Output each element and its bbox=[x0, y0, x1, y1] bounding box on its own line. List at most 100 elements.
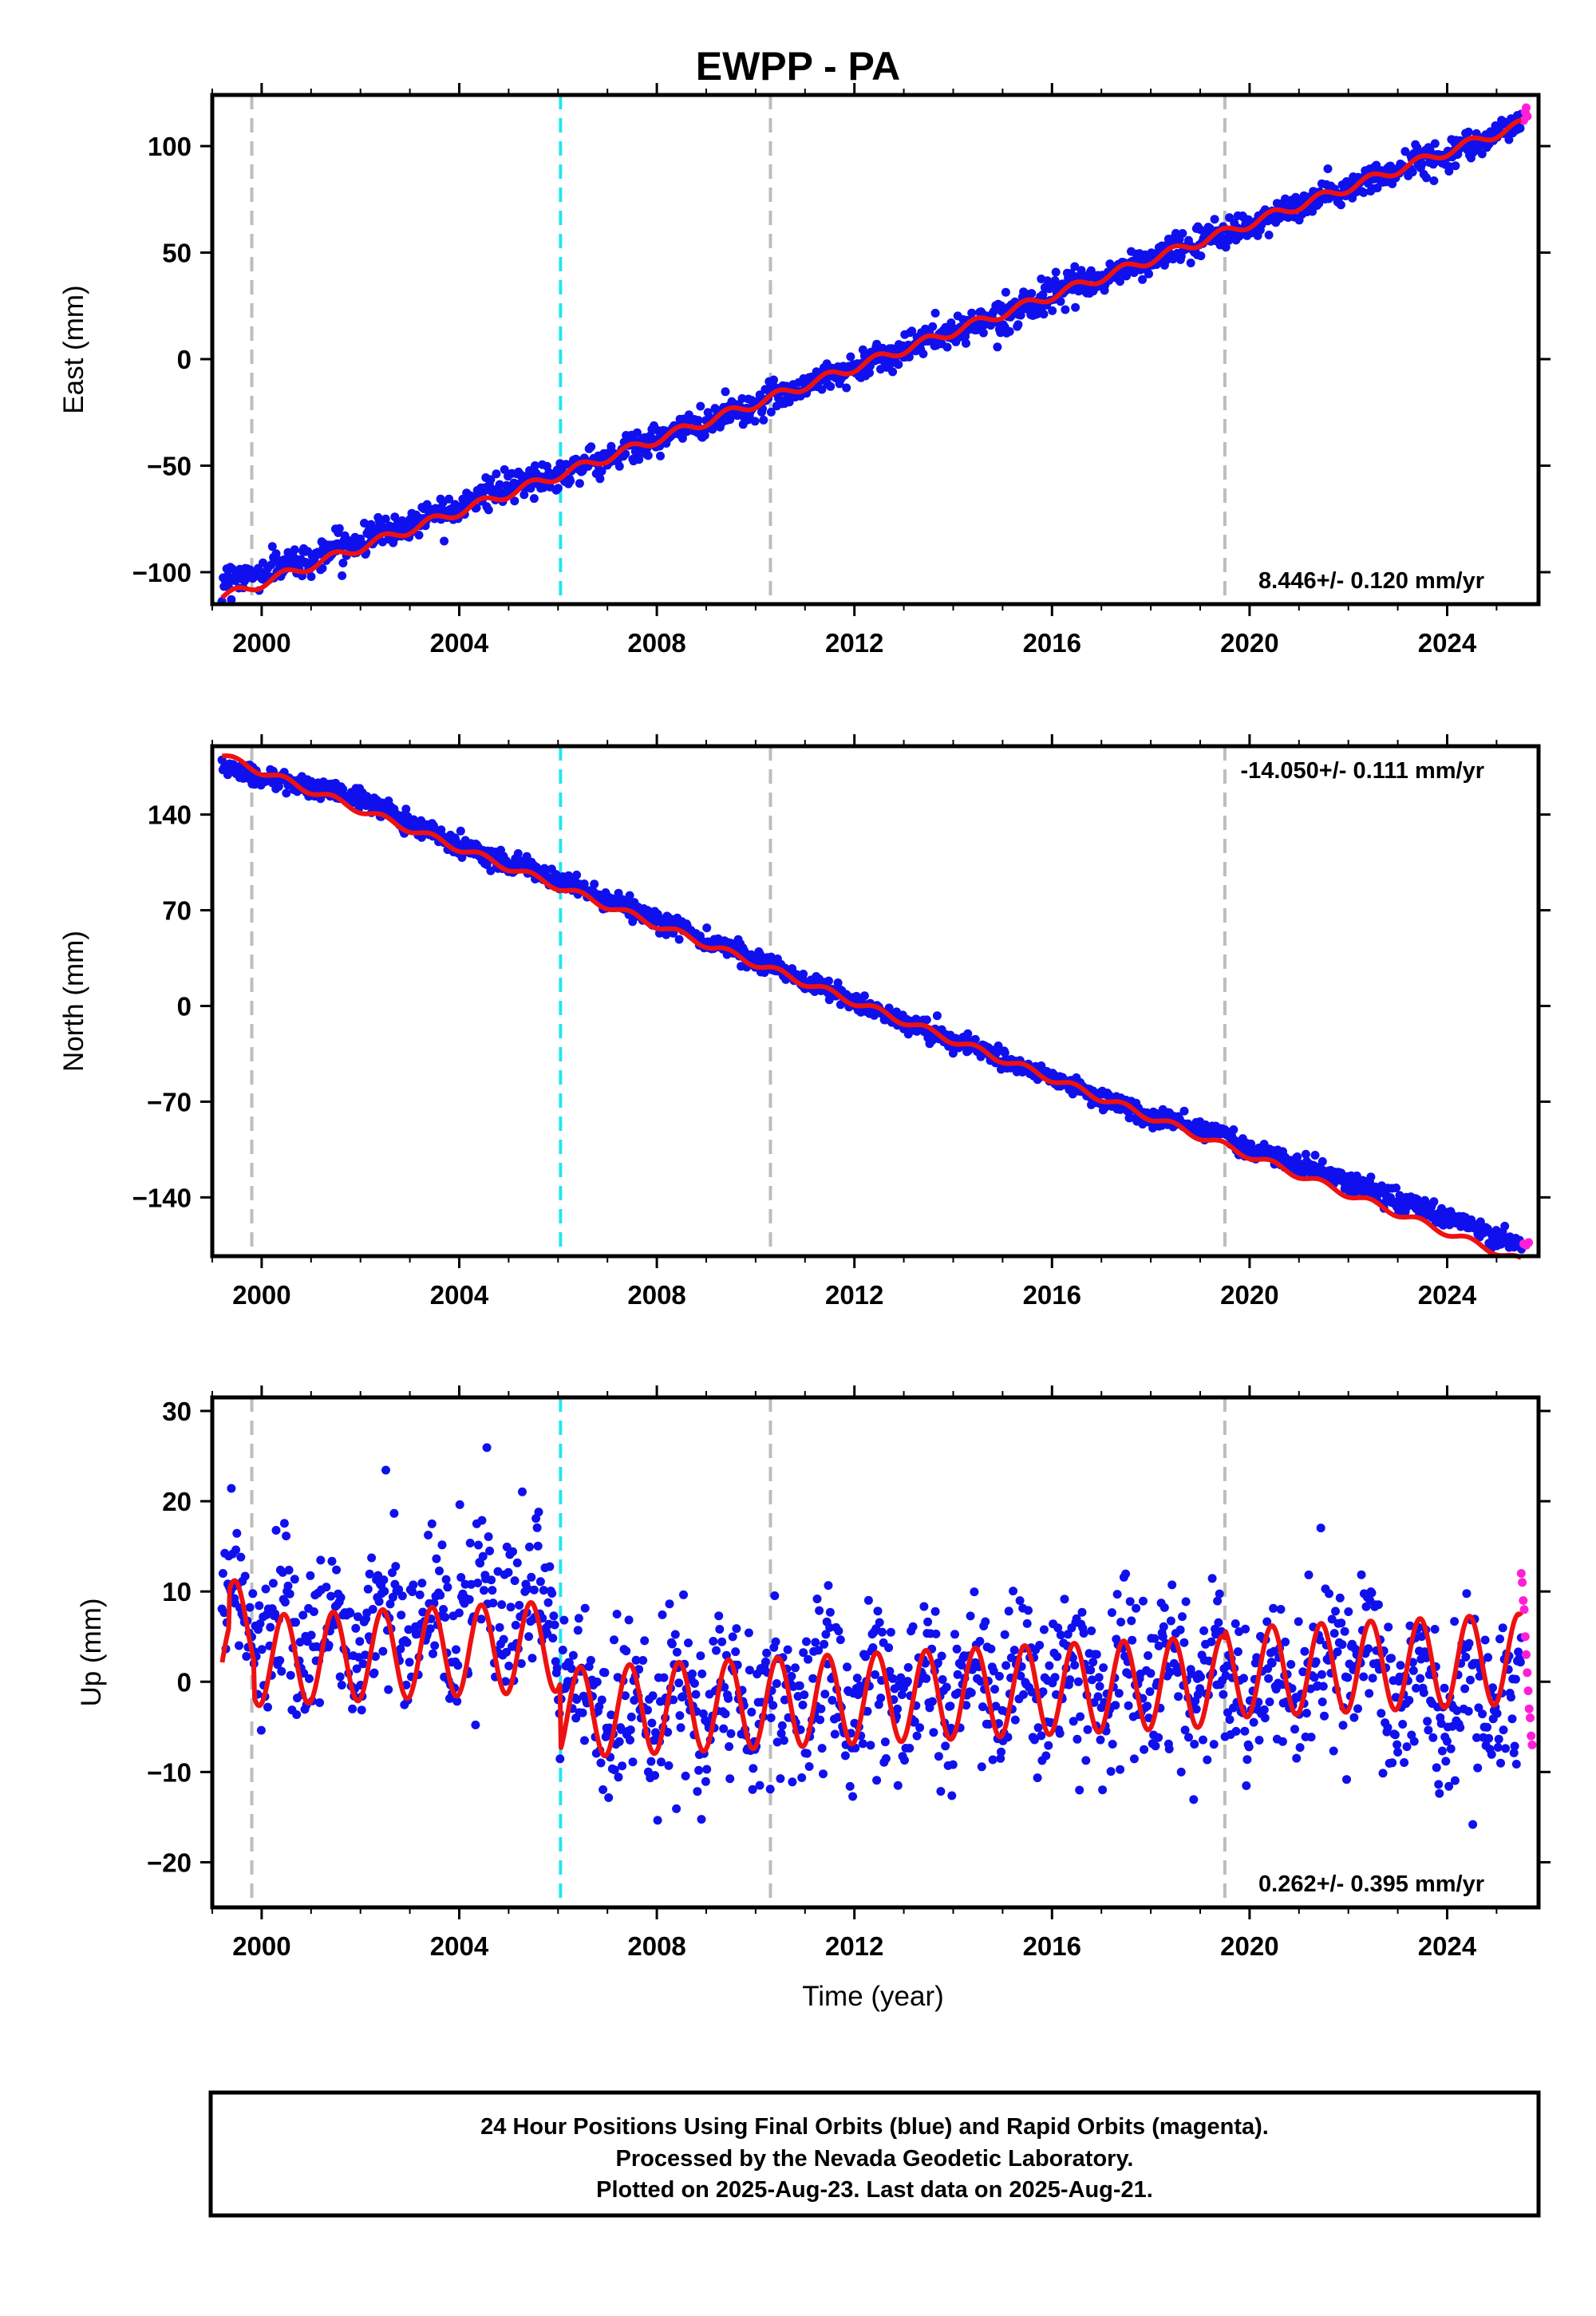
east-final-point bbox=[817, 385, 827, 394]
up-final-point bbox=[697, 1815, 706, 1824]
north-panel: 2000 2004 2008 2012 2016 2020 2024 −140 −70 0 70 14… bbox=[58, 734, 1551, 1310]
north-x-tick-label: 2024 bbox=[1418, 1280, 1477, 1310]
up-final-point bbox=[1181, 1597, 1191, 1607]
up-final-point bbox=[488, 1586, 497, 1595]
up-final-point bbox=[858, 1739, 867, 1749]
north-plot-frame bbox=[210, 744, 1541, 1259]
north-final-point bbox=[572, 870, 582, 879]
east-x-tick-label: 2012 bbox=[825, 628, 883, 658]
up-x-tick-label: 2012 bbox=[825, 1931, 883, 1961]
footer-frame bbox=[208, 2090, 1541, 2218]
up-final-point bbox=[1343, 1673, 1353, 1682]
up-final-point bbox=[578, 1708, 587, 1717]
east-final-point bbox=[700, 431, 709, 440]
up-final-point bbox=[771, 1637, 780, 1646]
up-final-point bbox=[1107, 1608, 1116, 1618]
up-final-point bbox=[397, 1591, 407, 1601]
east-final-point bbox=[381, 514, 390, 524]
east-final-point bbox=[334, 524, 344, 533]
up-final-point bbox=[402, 1638, 412, 1647]
up-final-point bbox=[516, 1659, 526, 1668]
east-final-point bbox=[338, 559, 348, 567]
up-final-point bbox=[840, 1751, 850, 1761]
up-final-point bbox=[1165, 1667, 1175, 1677]
up-final-point bbox=[816, 1704, 826, 1713]
up-final-point bbox=[302, 1637, 312, 1646]
east-final-point bbox=[643, 451, 653, 460]
up-final-point bbox=[352, 1664, 361, 1674]
up-final-point bbox=[1436, 1719, 1446, 1729]
up-final-point bbox=[896, 1673, 906, 1682]
east-final-point bbox=[553, 484, 563, 493]
east-final-point bbox=[495, 480, 504, 489]
up-final-point bbox=[1143, 1701, 1152, 1711]
east-final-point bbox=[769, 375, 778, 385]
up-final-point bbox=[885, 1666, 895, 1676]
up-final-point bbox=[477, 1516, 487, 1525]
up-rapid-point bbox=[1523, 1668, 1532, 1678]
up-final-point bbox=[745, 1666, 754, 1675]
up-final-point bbox=[485, 1546, 495, 1555]
east-final-point bbox=[519, 490, 529, 500]
up-final-point bbox=[266, 1622, 275, 1632]
up-final-point bbox=[811, 1638, 820, 1647]
up-final-point bbox=[646, 1757, 656, 1766]
north-final-point bbox=[1392, 1184, 1400, 1192]
north-final-point bbox=[824, 976, 833, 986]
up-final-point bbox=[1320, 1711, 1329, 1721]
east-rapid-point bbox=[1523, 112, 1532, 121]
up-final-point bbox=[533, 1541, 543, 1551]
up-final-point bbox=[275, 1656, 285, 1665]
east-final-point bbox=[1178, 229, 1187, 238]
east-final-point bbox=[967, 308, 977, 318]
up-final-point bbox=[456, 1573, 466, 1582]
north-final-point bbox=[1179, 1106, 1189, 1116]
up-final-point bbox=[1004, 1607, 1013, 1616]
up-final-point bbox=[614, 1773, 623, 1782]
up-final-point bbox=[1365, 1689, 1374, 1698]
up-final-point bbox=[614, 1737, 624, 1746]
up-final-point bbox=[539, 1586, 548, 1595]
up-final-point bbox=[881, 1754, 891, 1763]
up-final-point bbox=[709, 1637, 718, 1646]
up-final-point bbox=[933, 1658, 942, 1668]
up-rapid-point bbox=[1526, 1713, 1535, 1722]
up-final-point bbox=[286, 1670, 295, 1680]
up-final-point bbox=[1190, 1740, 1199, 1749]
up-final-point bbox=[231, 1545, 241, 1555]
up-final-point bbox=[1041, 1751, 1051, 1761]
up-final-point bbox=[257, 1645, 267, 1654]
east-final-orbit-points bbox=[217, 109, 1526, 606]
north-y-tick-label: 70 bbox=[162, 896, 192, 926]
east-final-point bbox=[587, 442, 596, 452]
up-final-point bbox=[550, 1620, 559, 1630]
up-final-point bbox=[1223, 1661, 1232, 1670]
east-final-point bbox=[1417, 159, 1427, 168]
up-final-point bbox=[787, 1671, 796, 1681]
up-final-point bbox=[812, 1595, 822, 1603]
up-final-point bbox=[1327, 1614, 1337, 1624]
up-final-point bbox=[480, 1586, 488, 1595]
up-final-point bbox=[242, 1652, 251, 1661]
east-final-point bbox=[484, 505, 493, 515]
up-final-point bbox=[1450, 1617, 1460, 1626]
up-final-point bbox=[389, 1508, 399, 1518]
up-final-point bbox=[476, 1614, 486, 1624]
up-final-point bbox=[1187, 1669, 1196, 1678]
up-rapid-point bbox=[1523, 1686, 1533, 1696]
up-final-point bbox=[430, 1641, 440, 1650]
up-final-point bbox=[994, 1671, 1004, 1681]
up-final-point bbox=[621, 1691, 630, 1701]
up-final-point bbox=[900, 1756, 909, 1765]
up-final-point bbox=[600, 1668, 610, 1678]
up-final-point bbox=[1461, 1652, 1471, 1662]
up-final-point bbox=[1384, 1622, 1393, 1632]
east-final-point bbox=[1077, 266, 1086, 275]
up-final-point bbox=[1063, 1630, 1073, 1639]
up-final-point bbox=[1400, 1758, 1409, 1767]
up-final-point bbox=[290, 1575, 299, 1584]
east-final-point bbox=[575, 479, 584, 488]
east-x-tick-label: 2024 bbox=[1418, 628, 1477, 658]
up-final-point bbox=[670, 1630, 680, 1639]
up-final-point bbox=[478, 1551, 488, 1561]
